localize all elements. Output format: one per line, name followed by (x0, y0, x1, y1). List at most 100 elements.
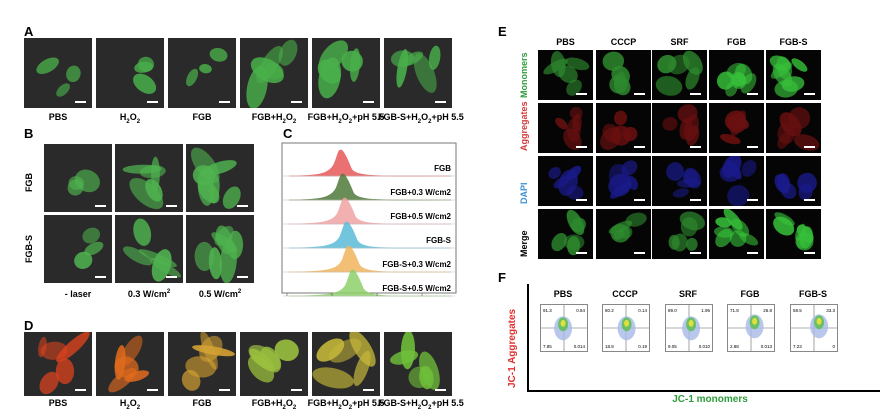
panel-e-image-3-3 (709, 209, 764, 259)
panel-b-image-1-0 (44, 215, 112, 283)
quadrant-value: 18.8 (605, 344, 614, 349)
panel-f-plot-2: 89.0 1.95 9.05 0.010 (665, 304, 713, 352)
panel-e-image-2-0 (538, 156, 593, 206)
panel-e-image-2-4 (766, 156, 821, 206)
hist-label-3: FGB-S (426, 236, 452, 245)
panel-a-caption-5: FGB-S+H2O2+pH 5.5 (378, 112, 464, 125)
scale-bar (804, 199, 815, 201)
panel-a-image-5 (384, 38, 452, 108)
panel-e-col-label-3: FGB (727, 37, 746, 47)
scale-bar (747, 252, 758, 254)
panel-f-plot-4: 58.5 33.3 7.23 0 (790, 304, 838, 352)
scale-bar (747, 93, 758, 95)
panel-d-caption-0: PBS (48, 398, 68, 408)
panel-e-image-3-2 (652, 209, 707, 259)
scale-bar (634, 252, 645, 254)
scale-bar (747, 199, 758, 201)
scale-bar (690, 252, 701, 254)
hist-label-4: FGB-S+0.3 W/cm2 (382, 260, 451, 269)
panel-e-image-0-2 (652, 50, 707, 100)
quadrant-value: 7.85 (543, 344, 552, 349)
scale-bar (147, 101, 158, 103)
quadrant-value: 2.88 (730, 344, 739, 349)
quadrant-value: 0.14 (638, 308, 647, 313)
scale-bar (747, 146, 758, 148)
scale-bar (804, 93, 815, 95)
panel-d-caption-3: FGB+H2O2 (251, 398, 297, 411)
quadrant-value: 7.23 (793, 344, 802, 349)
panel-e-row-label-3: Merge (519, 230, 529, 257)
panel-e-image-1-1 (596, 103, 651, 153)
hist-label-2: FGB+0.5 W/cm2 (390, 212, 451, 221)
scale-bar (435, 389, 446, 391)
panel-d-image-2 (168, 332, 236, 396)
panel-e-image-3-1 (596, 209, 651, 259)
quadrant-value: 0.010 (699, 344, 711, 349)
scale-bar (166, 205, 177, 207)
panel-e-col-label-2: SRF (670, 37, 689, 47)
hist-series-4 (288, 245, 452, 273)
panel-e-image-1-2 (652, 103, 707, 153)
quadrant-value: 0.013 (761, 344, 773, 349)
scale-bar (237, 205, 248, 207)
quadrant-value: 80.2 (605, 308, 614, 313)
panel-b-label: B (24, 126, 34, 141)
quadrant-value: 0.19 (638, 344, 647, 349)
panel-e-image-1-4 (766, 103, 821, 153)
panel-f-plot-1: 80.2 0.14 18.8 0.19 (602, 304, 650, 352)
scale-bar (804, 252, 815, 254)
hist-label-5: FGB-S+0.5 W/cm2 (382, 284, 451, 293)
panel-f-col-label-1: CCCP (612, 289, 638, 299)
panel-d-caption-1: H2O2 (119, 398, 141, 411)
quadrant-value: 91.3 (543, 308, 552, 313)
panel-e-image-2-1 (596, 156, 651, 206)
scale-bar (219, 389, 230, 391)
panel-e-row-label-0: Monomers (519, 52, 529, 98)
panel-f-col-label-3: FGB (740, 289, 760, 299)
panel-a-caption-2: FGB (192, 112, 212, 122)
quadrant-value: 9.05 (668, 344, 677, 349)
hist-label-0: FGB (434, 164, 451, 173)
scale-bar (75, 101, 86, 103)
panel-b-col-label-0: - laser (64, 289, 92, 299)
panel-d-image-0 (24, 332, 92, 396)
quadrant-value: 26.8 (763, 308, 772, 313)
panel-e-image-0-0 (538, 50, 593, 100)
scale-bar (690, 93, 701, 95)
panel-f-col-label-0: PBS (553, 289, 573, 299)
panel-a-caption-0: PBS (48, 112, 68, 122)
panel-e-image-0-3 (709, 50, 764, 100)
scale-bar (435, 101, 446, 103)
scale-bar (95, 205, 106, 207)
panel-e-image-0-1 (596, 50, 651, 100)
panel-e-col-label-4: FGB-S (779, 37, 808, 47)
scale-bar (690, 146, 701, 148)
panel-a-image-3 (240, 38, 308, 108)
quadrant-value: 89.0 (668, 308, 677, 313)
quadrant-value: 1.95 (701, 308, 710, 313)
flow-histogram-chart: FGB FGB+0.3 W/cm2 FGB+0.5 W/cm2 FGB-S FGB-S+… (281, 142, 457, 308)
panel-b-col-label-1: 0.3 W/cm2 (127, 289, 171, 299)
hist-series-5 (288, 269, 452, 297)
scale-bar (634, 93, 645, 95)
panel-e-image-1-3 (709, 103, 764, 153)
scale-bar (219, 101, 230, 103)
scale-bar (576, 199, 587, 201)
scale-bar (634, 146, 645, 148)
panel-f-col-label-2: SRF (679, 289, 697, 299)
panel-f-ylabel-box: JC-1 Aggregates (503, 290, 523, 390)
scale-bar (576, 146, 587, 148)
panel-a-image-1 (96, 38, 164, 108)
panel-d-caption-4: FGB+H2O2+pH 5.5 (307, 398, 385, 411)
panel-e-col-label-1: CCCP (610, 37, 637, 47)
scale-bar (291, 389, 302, 391)
panel-a-image-2 (168, 38, 236, 108)
panel-e-image-2-3 (709, 156, 764, 206)
scale-bar (166, 276, 177, 278)
scale-bar (363, 389, 374, 391)
panel-b-row-label-1: FGB-S (24, 235, 34, 263)
panel-a-caption-3: FGB+H2O2 (251, 112, 297, 125)
quadrant-value: 33.3 (826, 308, 835, 313)
panel-b-col-label-2: 0.5 W/cm2 (198, 289, 242, 299)
scale-bar (147, 389, 158, 391)
